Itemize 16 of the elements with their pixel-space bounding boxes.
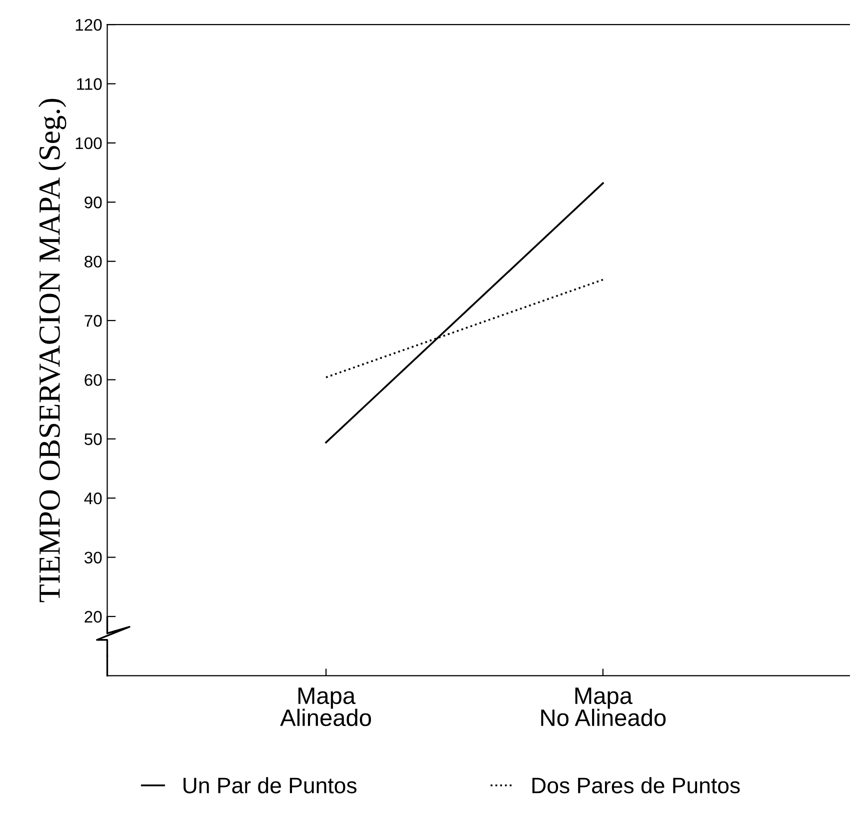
y-tick-label: 80 bbox=[84, 256, 102, 268]
y-tick-label: 120 bbox=[76, 18, 102, 31]
y-tick-label: 40 bbox=[84, 492, 102, 504]
x-tick-label: Mapa Alineado bbox=[280, 688, 371, 726]
y-tick-label: 20 bbox=[84, 610, 102, 623]
y-tick-label: 30 bbox=[84, 552, 102, 564]
y-tick-label: 90 bbox=[84, 196, 102, 208]
y-tick-label: 50 bbox=[84, 433, 102, 446]
y-axis-title: TIEMPO OBSERVACION MAPA (Seg.) bbox=[38, 98, 66, 602]
legend-label: Un Par de Puntos bbox=[184, 777, 356, 794]
x-tick-label: Mapa No Alineado bbox=[541, 688, 666, 726]
y-tick-label: 100 bbox=[76, 137, 102, 150]
y-tick-label: 110 bbox=[77, 78, 102, 90]
y-tick-label: 60 bbox=[84, 374, 102, 386]
y-tick-label: 70 bbox=[84, 314, 102, 327]
legend-label: Dos Pares de Puntos bbox=[532, 777, 740, 794]
